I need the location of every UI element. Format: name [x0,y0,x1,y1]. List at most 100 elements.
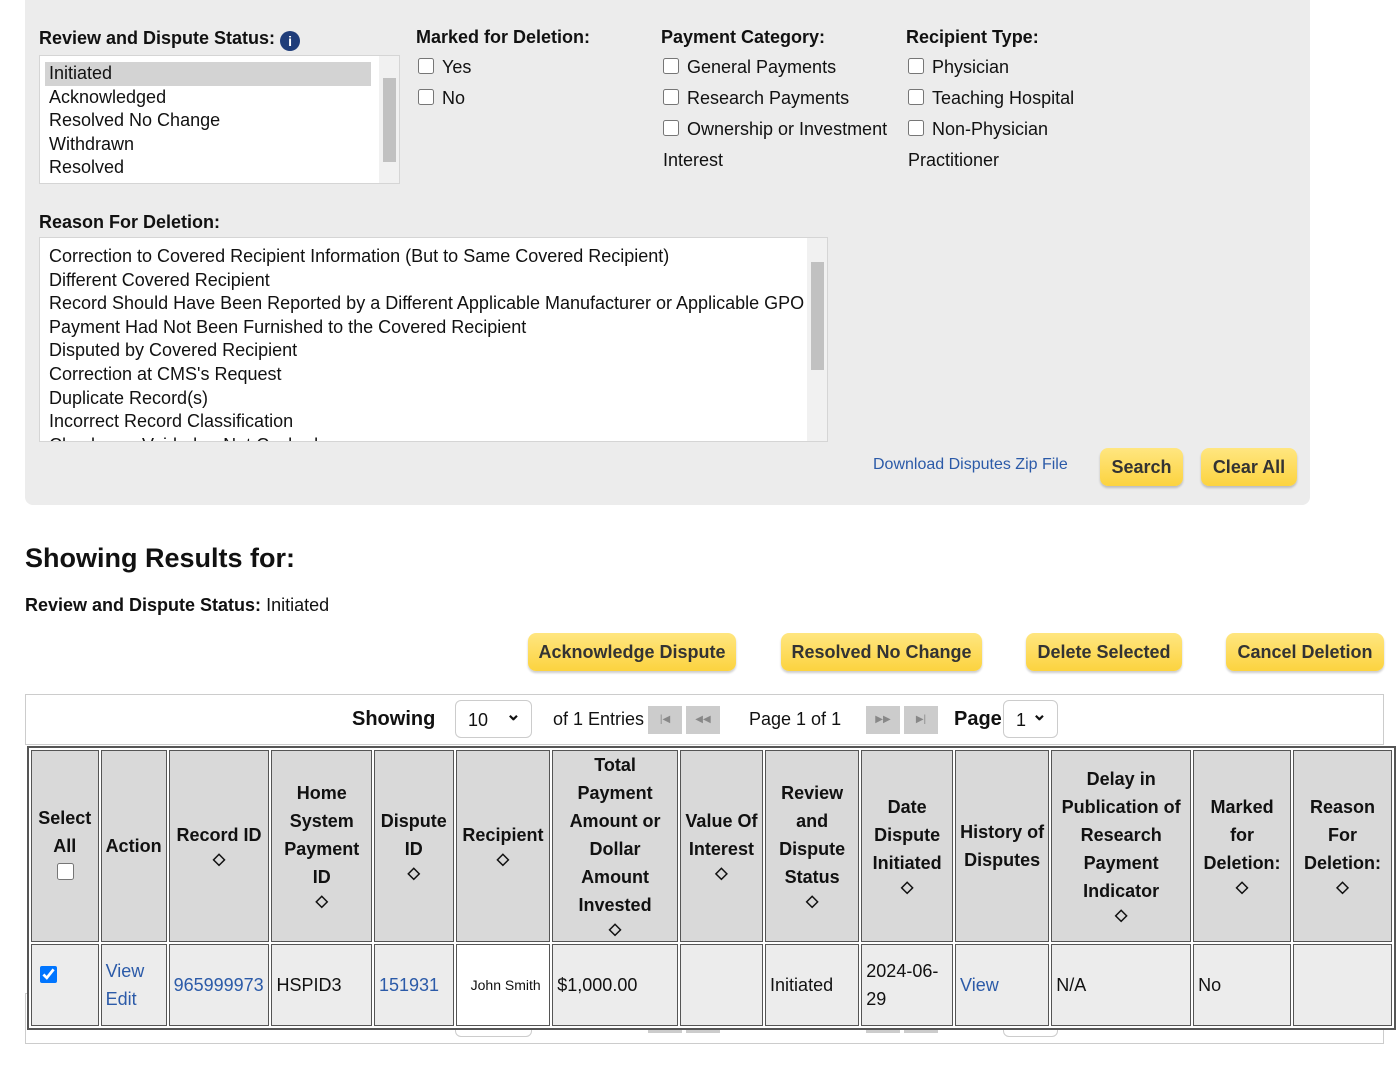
page-nav-button[interactable]: ◀◀ [686,706,720,734]
checkbox[interactable] [908,89,924,105]
reason-option[interactable]: Check was Voided or Not Cashed [40,434,827,441]
cancel-button[interactable]: Cancel Deletion [1226,633,1384,671]
edit-link[interactable]: Edit [105,989,137,1009]
checkbox[interactable] [418,89,434,105]
column-header: Total Payment Amount or Dollar Amount In… [552,750,678,942]
record-id[interactable]: 965999973 [168,944,270,1026]
page-select[interactable]: 1 [1003,695,1058,738]
view-link[interactable]: View [105,961,145,981]
reason-option[interactable]: Different Covered Recipient [49,269,270,290]
checkbox-option: Yes [418,52,471,83]
resolved-button[interactable]: Resolved No Change [781,633,982,671]
status-option[interactable]: Resolved No Change [49,110,221,131]
delete-button[interactable]: Delete Selected [1026,633,1182,671]
cell [1293,944,1392,1026]
checkbox[interactable] [663,89,679,105]
reason-option[interactable]: Correction at CMS's Request [49,363,282,384]
checkbox[interactable] [908,120,924,136]
header-text: Value Of Interest [685,811,758,859]
checkbox[interactable] [418,58,434,74]
page-nav-button[interactable]: ▶▶ [866,706,900,734]
checkbox[interactable] [908,58,924,74]
page-nav-button[interactable]: ▶| [904,706,938,734]
column-header: Recipient [455,750,551,942]
row-checkbox[interactable] [40,966,57,983]
search-button[interactable]: Search [1100,448,1183,486]
column-header: Dispute ID [373,750,454,942]
info-icon[interactable]: i [280,31,301,51]
filter-panel: Review and Dispute Status: i Initiated Ac… [25,0,1310,505]
reason-option[interactable]: Payment Had Not Been Furnished to the Co… [49,316,527,337]
reason-listbox[interactable]: Correction to Covered Recipient Informat… [39,237,828,442]
status-label: Review and Dispute Status: i [39,28,301,51]
reason-label: Reason For Deletion: [39,212,221,232]
history-link[interactable]: View [955,944,1050,1026]
checkbox-option: No [418,83,471,114]
criteria-value: Initiated [266,595,330,615]
header-text: Delay in Publication of Research Payment… [1061,769,1181,901]
checkbox-option: Teaching Hospital [908,83,1088,114]
header-text: Review and Dispute Status [779,783,846,887]
column-header: Marked for Deletion: [1193,750,1292,942]
category-label: Payment Category: [661,27,826,47]
column-header: Value Of Interest [679,750,764,942]
amount: $1,000.00 [552,944,678,1026]
reason-option[interactable]: Record Should Have Been Reported by a Di… [49,293,805,314]
checkbox-option: Non-Physician Practitioner [908,114,1088,176]
clear-button[interactable]: Clear All [1201,448,1297,486]
column-header: Reason For Deletion: [1293,750,1392,942]
reason-option[interactable]: Incorrect Record Classification [49,411,294,432]
column-header: Delay in Publication of Research Payment… [1051,750,1192,942]
status-option[interactable]: Withdrawn [49,133,135,154]
download-link[interactable]: Download Disputes Zip File [873,456,1068,473]
deletion-label: Marked for Deletion: [416,27,591,47]
pager-page: Page [954,708,1002,730]
header-text: Action [105,836,162,856]
status-option[interactable]: Initiated [45,62,371,86]
dispute-id[interactable]: 151931 [373,944,454,1026]
header-text: Marked for Deletion: [1203,797,1281,873]
column-header: Action [100,750,167,942]
scrollbar[interactable] [807,238,827,441]
status-listbox[interactable]: Initiated Acknowledged Resolved No Change W… [39,55,400,184]
checkbox-option: Research Payments [663,83,895,114]
header-text: Date Dispute Initiated [872,797,942,873]
deletion-options: Yes No [418,52,471,114]
delay: N/A [1051,944,1192,1026]
column-header: History of Disputes [955,750,1050,942]
status-option[interactable]: Resolved [49,157,125,178]
status-option[interactable]: Acknowledged [49,86,167,107]
select-all-checkbox[interactable] [56,863,74,880]
results-criteria: Review and Dispute Status: Initiated [25,595,329,616]
recipient-options: Physician Teaching Hospital Non-Physician … [908,52,1088,176]
checkbox[interactable] [663,120,679,136]
page-size-select[interactable]: 10 [455,695,532,738]
recipient-label: Recipient Type: [906,27,1039,47]
checkbox-option: Ownership or Investment Interest [663,114,895,176]
results-table: Select All Action Record ID Home System Pay… [27,746,1396,1030]
reason-option[interactable]: Duplicate Record(s) [49,387,209,408]
checkbox[interactable] [663,58,679,74]
cell [31,944,99,1026]
category-options: General Payments Research Payments Ownersh… [663,52,895,176]
checkbox-option: Physician [908,52,1088,83]
option-label: Ownership or Investment Interest [663,119,888,170]
header-text: Home System Payment ID [284,783,360,887]
reason-option[interactable]: Disputed by Covered Recipient [49,340,298,361]
cell: View Edit [100,944,167,1026]
option-label: General Payments [687,57,837,77]
criteria-label: Review and Dispute Status: [25,595,262,615]
page-nav-button[interactable]: |◀ [648,706,682,734]
reason-option[interactable]: Correction to Covered Recipient Informat… [49,246,670,266]
header-text: History of Disputes [960,822,1045,870]
column-header: Select All [31,750,99,942]
pager-showing: Showing [352,708,436,730]
acknowledge-button[interactable]: Acknowledge Dispute [528,633,736,671]
option-label: Physician [932,57,1010,77]
table-row: View Edit 965999973 HSPID3 151931 John Sm… [31,944,1392,1026]
option-label: Teaching Hospital [932,88,1075,108]
header-text: Dispute ID [380,811,447,859]
scrollbar[interactable] [379,56,399,183]
